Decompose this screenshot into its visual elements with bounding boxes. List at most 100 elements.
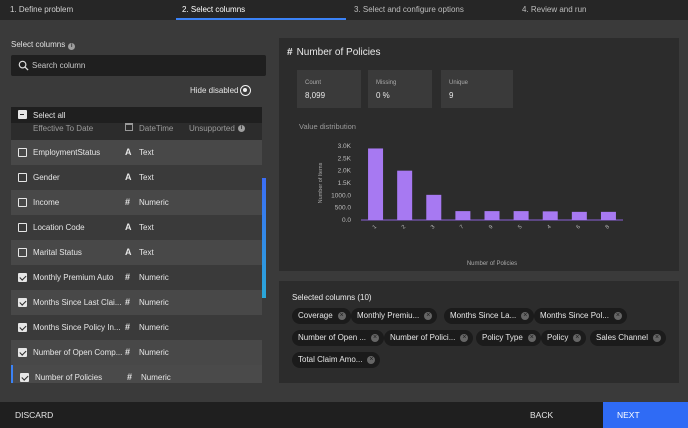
column-name: Marital Status [33,248,82,257]
list-item[interactable]: Marital Status A Text [11,240,262,265]
chip-label: Months Since Pol... [540,311,609,320]
text-type-icon: A [125,172,132,182]
remove-chip-icon[interactable]: × [367,356,376,364]
stat-label: Unique [449,80,469,86]
hide-disabled-label: Hide disabled [190,86,239,95]
wizard-steps: 1. Define problem 2. Select columns 3. S… [0,0,688,20]
column-name: Income [33,198,60,207]
column-type: DateTime [139,124,174,133]
row-checkbox[interactable] [18,198,27,207]
row-checkbox[interactable] [18,148,27,157]
chip-label: Number of Open ... [298,333,367,342]
calendar-icon [125,123,133,131]
selected-chip[interactable]: Policy Type × [476,330,541,346]
selected-chip[interactable]: Total Claim Amo... × [292,352,381,368]
column-name: Monthly Premium Auto [33,273,114,282]
back-button[interactable]: BACK [530,410,554,420]
discard-button[interactable]: DISCARD [15,410,54,420]
step-select-columns[interactable]: 2. Select columns [176,0,346,20]
chart-bar [542,211,558,220]
stat-label: Missing [376,80,397,86]
remove-chip-icon[interactable]: × [424,312,433,320]
selected-chip[interactable]: Policy × [541,330,587,346]
selected-chip[interactable]: Number of Polici... × [384,330,474,346]
remove-chip-icon[interactable]: × [371,334,380,342]
selected-chip[interactable]: Monthly Premiu... × [351,308,438,324]
row-checkbox[interactable] [18,298,27,307]
x-tick-label: 9 [488,224,494,230]
step-review-run[interactable]: 4. Review and run [522,0,682,20]
column-type: Text [139,173,154,182]
search-box[interactable] [11,55,266,76]
selected-chip[interactable]: Number of Open ... × [292,330,385,346]
column-title-text: Number of Policies [296,47,381,58]
value-distribution-chart: 0.0 500.0 1000.0 1.5K 2.0K 2.5K 3.0K Number of … [318,143,623,267]
list-item-selected[interactable]: Number of Policies # Numeric [11,365,262,383]
list-item[interactable]: Income # Numeric [11,190,262,215]
info-icon[interactable]: i [238,125,245,132]
column-name: EmploymentStatus [33,148,101,157]
search-input[interactable] [32,59,252,72]
chart-bar [397,170,413,220]
row-checkbox[interactable] [18,223,27,232]
chart-bar [455,211,471,220]
list-scrollbar[interactable] [262,178,266,298]
select-all-row[interactable]: Select all [11,107,262,123]
list-item[interactable]: Months Since Last Clai... # Numeric [11,290,262,315]
stat-label: Count [305,80,322,86]
step-define-problem[interactable]: 1. Define problem [10,0,170,20]
column-name: Gender [33,173,60,182]
row-checkbox[interactable] [18,248,27,257]
column-type: Numeric [141,373,171,382]
step-label: 2. Select columns [182,5,246,14]
column-type: Numeric [139,348,169,357]
info-icon[interactable]: i [68,43,76,50]
row-checkbox[interactable] [18,323,27,332]
chart-bar [600,211,616,220]
column-list[interactable]: Effective To Date DateTime Unsupported i… [11,107,262,383]
step-configure-options[interactable]: 3. Select and configure options [354,0,514,20]
x-tick-label: 6 [575,224,581,230]
selected-chip[interactable]: Months Since Pol... × [534,308,627,324]
remove-chip-icon[interactable]: × [521,312,530,320]
list-item[interactable]: Months Since Policy In... # Numeric [11,315,262,340]
remove-chip-icon[interactable]: × [527,334,536,342]
list-item[interactable]: Number of Open Comp... # Numeric [11,340,262,365]
y-tick-label: 1000.0 [331,192,351,199]
remove-chip-icon[interactable]: × [653,334,662,342]
remove-chip-icon[interactable]: × [337,312,346,320]
chip-label: Sales Channel [596,333,649,342]
next-button[interactable]: NEXT [603,402,688,428]
remove-chip-icon[interactable]: × [573,334,582,342]
list-item[interactable]: Monthly Premium Auto # Numeric [11,265,262,290]
row-checkbox[interactable] [18,273,27,282]
selected-chip[interactable]: Months Since La... × [444,308,535,324]
stat-count: Count 8,099 [297,70,361,108]
remove-chip-icon[interactable]: × [460,334,469,342]
column-name: Months Since Last Clai... [33,298,122,307]
remove-chip-icon[interactable]: × [613,312,622,320]
select-all-checkbox[interactable] [18,110,27,119]
list-item[interactable]: EmploymentStatus A Text [11,140,262,165]
selected-chip[interactable]: Sales Channel × [590,330,667,346]
footer-bar: DISCARD BACK NEXT [0,402,688,428]
y-tick-label: 1.5K [338,180,352,187]
y-axis-label: Number of Items [318,162,324,203]
chart-bar [571,211,587,220]
column-type: Text [139,248,154,257]
row-checkbox[interactable] [18,348,27,357]
list-item[interactable]: Location Code A Text [11,215,262,240]
numeric-type-icon: # [125,272,131,282]
step-label: 1. Define problem [10,5,74,14]
hide-disabled-toggle[interactable] [240,85,251,96]
list-item[interactable]: Gender A Text [11,165,262,190]
row-checkbox[interactable] [20,373,29,382]
column-name: Effective To Date [33,124,94,133]
chip-label: Policy Type [482,333,523,342]
stat-value: 9 [449,91,454,100]
select-all-label: Select all [33,111,66,120]
y-tick-label: 2.0K [338,168,352,175]
row-checkbox[interactable] [18,173,27,182]
column-type: Numeric [139,273,169,282]
selected-chip[interactable]: Coverage × [292,308,351,324]
